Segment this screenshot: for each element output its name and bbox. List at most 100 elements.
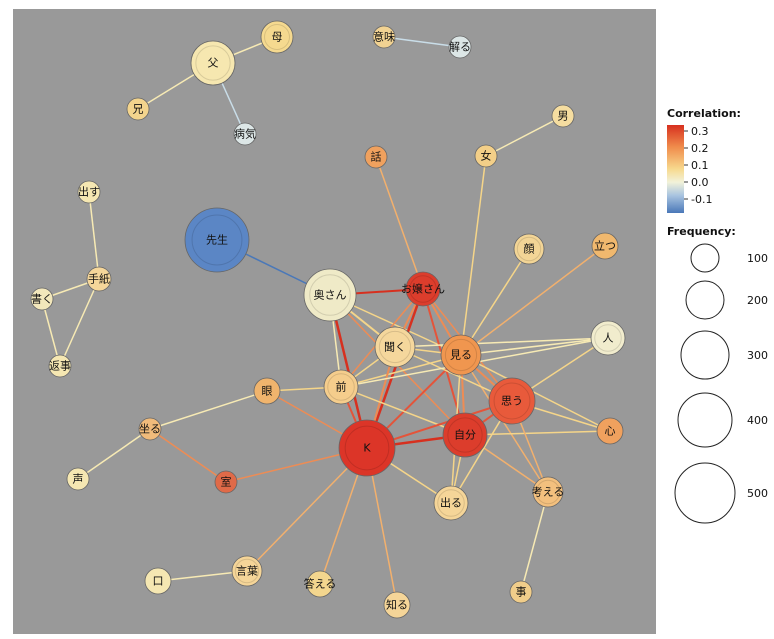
edge-K-言葉 <box>246 447 368 572</box>
edge-書く-返事 <box>41 298 61 367</box>
node-label: 顔 <box>524 242 535 256</box>
edge-意味-解る <box>383 36 461 48</box>
node-書く[interactable]: 書く <box>30 287 54 311</box>
node-聞く[interactable]: 聞く <box>374 326 416 368</box>
node-label: K <box>363 442 371 455</box>
node-label: 見る <box>450 349 472 362</box>
correlation-tick-label: 0.3 <box>691 125 709 138</box>
correlation-ticks: 0.3 0.2 0.1 0.0 -0.1 <box>684 125 712 206</box>
edge-見る-心 <box>460 354 611 432</box>
node-inner-circle <box>535 479 561 505</box>
edge-女-見る <box>460 155 487 356</box>
node-自分[interactable]: 自分 <box>442 412 488 458</box>
node-室[interactable]: 室 <box>214 470 238 494</box>
node-事[interactable]: 事 <box>509 580 533 604</box>
node-label: 事 <box>516 586 527 599</box>
edge-話-お嬢さん <box>375 156 424 290</box>
node-先生[interactable]: 先生 <box>184 207 250 273</box>
node-立つ[interactable]: 立つ <box>591 232 619 260</box>
edge-眼-坐る <box>149 390 268 430</box>
node-返事[interactable]: 返事 <box>48 354 72 378</box>
node-inner-circle <box>195 45 231 81</box>
node-inner-circle <box>378 330 412 364</box>
node-inner-circle <box>409 275 437 303</box>
node-男[interactable]: 男 <box>551 104 575 128</box>
edge-男-女 <box>485 115 564 157</box>
node-circle <box>306 570 334 598</box>
node-inner-circle <box>264 24 290 50</box>
node-兄[interactable]: 兄 <box>126 97 150 121</box>
node-label: 女 <box>481 149 492 163</box>
node-label: 室 <box>221 475 232 489</box>
node-label: 口 <box>153 575 164 588</box>
node-顔[interactable]: 顔 <box>513 233 545 265</box>
node-label: 男 <box>558 110 569 123</box>
edge-坐る-室 <box>149 428 227 483</box>
node-父[interactable]: 父 <box>190 40 236 86</box>
node-解る[interactable]: 解る <box>448 35 472 59</box>
node-手紙[interactable]: 手紙 <box>86 266 112 292</box>
node-答える[interactable]: 答える <box>304 570 337 598</box>
node-circle <box>253 377 281 405</box>
node-思う[interactable]: 思う <box>488 377 536 425</box>
node-前[interactable]: 前 <box>323 369 359 405</box>
node-label: 言葉 <box>236 564 258 578</box>
node-口[interactable]: 口 <box>144 567 172 595</box>
frequency-size-circle <box>677 392 733 448</box>
node-出る[interactable]: 出る <box>433 485 469 521</box>
node-inner-circle <box>594 324 622 352</box>
edge-自分-心 <box>464 430 611 436</box>
node-坐る[interactable]: 坐る <box>138 417 162 441</box>
node-inner-circle <box>437 489 465 517</box>
node-inner-circle <box>309 274 351 316</box>
frequency-size-circle <box>690 243 720 273</box>
node-label: 思う <box>501 395 523 408</box>
node-人[interactable]: 人 <box>590 320 626 356</box>
node-言葉[interactable]: 言葉 <box>231 555 263 587</box>
node-見る[interactable]: 見る <box>440 334 482 376</box>
node-女[interactable]: 女 <box>474 144 498 168</box>
node-inner-circle <box>447 417 483 453</box>
node-circle <box>509 580 533 604</box>
node-circle <box>474 144 498 168</box>
node-label: 意味 <box>373 30 395 44</box>
edge-聞く-人 <box>394 337 609 348</box>
node-label: 坐る <box>139 423 161 436</box>
node-知る[interactable]: 知る <box>383 591 411 619</box>
correlation-tick-label: 0.0 <box>691 176 709 189</box>
node-奥さん[interactable]: 奥さん <box>303 268 357 322</box>
edge-手紙-返事 <box>59 278 100 367</box>
node-label: 考える <box>532 486 565 499</box>
node-意味[interactable]: 意味 <box>372 25 396 49</box>
node-出す[interactable]: 出す <box>77 180 101 204</box>
node-label: 書く <box>31 292 53 306</box>
correlation-colorbar <box>667 125 684 213</box>
node-label: 知る <box>386 598 408 612</box>
node-眼[interactable]: 眼 <box>253 377 281 405</box>
node-考える[interactable]: 考える <box>532 476 565 508</box>
node-circle <box>138 417 162 441</box>
node-母[interactable]: 母 <box>260 20 294 54</box>
edge-見る-人 <box>460 337 609 356</box>
node-inner-circle <box>493 382 531 420</box>
node-label: 人 <box>603 332 614 345</box>
node-inner-circle <box>444 338 478 372</box>
node-お嬢さん[interactable]: お嬢さん <box>401 271 445 307</box>
edge-出す-手紙 <box>88 191 100 280</box>
node-心[interactable]: 心 <box>596 417 624 445</box>
node-inner-circle <box>327 373 355 401</box>
frequency-size-legend: 100 200 300 400 500 <box>674 243 768 524</box>
node-circle <box>214 470 238 494</box>
node-K[interactable]: K <box>338 419 396 477</box>
node-circle <box>30 287 54 311</box>
node-病気[interactable]: 病気 <box>233 122 257 146</box>
correlation-tick-label: 0.2 <box>691 142 709 155</box>
edge-見る-立つ <box>460 245 606 356</box>
node-label: 話 <box>371 150 382 164</box>
node-声[interactable]: 声 <box>66 467 90 491</box>
node-話[interactable]: 話 <box>364 145 388 169</box>
node-circle <box>448 35 472 59</box>
node-label: 声 <box>73 472 84 486</box>
frequency-size-circle <box>680 330 730 380</box>
node-circle <box>596 417 624 445</box>
